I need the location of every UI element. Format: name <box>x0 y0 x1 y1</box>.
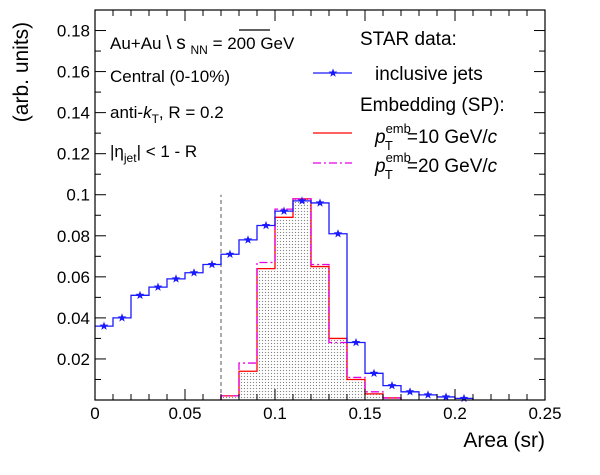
data-point-inclusive-jets <box>315 198 325 207</box>
frame-layer <box>94 9 546 401</box>
legend-label-inclusive-jets: inclusive jets <box>375 64 483 85</box>
plot-frame <box>94 9 546 401</box>
data-point-inclusive-jets <box>369 368 379 378</box>
y-tick-label: 0.04 <box>57 309 90 328</box>
data-point-inclusive-jets <box>423 390 433 399</box>
y-axis-title: (arb. units) <box>10 22 33 122</box>
y-tick-label: 0.1 <box>66 186 90 205</box>
data-point-inclusive-jets <box>279 206 289 215</box>
data-point-inclusive-jets <box>387 381 397 390</box>
x-tick-label: 0.2 <box>443 404 467 423</box>
series-line-pt20 <box>220 198 402 400</box>
x-axis-title: Area (sr) <box>463 429 545 452</box>
legend-header-embedding: Embedding (SP): <box>360 95 505 116</box>
data-point-inclusive-jets <box>99 321 109 330</box>
y-tick-label: 0.18 <box>57 22 90 41</box>
annotation-centrality: Central (0-10%) <box>110 67 230 86</box>
annotation-block: Au+Au \ s NN = 200 GeV Central (0-10%) a… <box>110 29 295 165</box>
data-point-inclusive-jets <box>405 387 415 396</box>
data-point-inclusive-jets <box>243 235 253 244</box>
data-point-inclusive-jets <box>441 392 451 401</box>
annotation-system-sub: NN <box>191 43 208 57</box>
data-point-inclusive-jets <box>459 393 469 403</box>
series-layer <box>95 198 474 400</box>
data-point-inclusive-jets <box>171 274 181 283</box>
y-tick-label: 0.02 <box>57 350 90 369</box>
legend-star-marker <box>328 68 338 77</box>
embedding-fill-layer <box>221 198 401 400</box>
data-point-inclusive-jets <box>135 290 145 300</box>
data-point-inclusive-jets <box>225 249 235 258</box>
y-tick-label: 0.14 <box>57 104 90 123</box>
data-point-inclusive-jets <box>153 282 163 291</box>
data-point-inclusive-jets <box>333 229 343 238</box>
data-point-inclusive-jets <box>207 259 217 269</box>
data-point-inclusive-jets <box>351 337 361 347</box>
y-tick-label: 0.16 <box>57 63 90 82</box>
data-point-inclusive-jets <box>261 220 271 230</box>
x-tick-label: 0.15 <box>348 404 381 423</box>
legend-label-pt10: pemb T =10 GeV/c <box>374 121 498 153</box>
annotation-system-s: s <box>176 33 186 54</box>
legend-header-star: STAR data: <box>360 29 457 50</box>
annotation-eta-cut: |ηjet| < 1 - R <box>110 142 197 165</box>
x-tick-label: 0 <box>90 404 99 423</box>
embedding-10-fill <box>221 198 401 400</box>
x-tick-label: 0.05 <box>168 404 201 423</box>
legend-label-pt20: pemb T =20 GeV/c <box>374 150 498 182</box>
x-tick-label: 0.25 <box>528 404 561 423</box>
annotation-algorithm: anti-kT, R = 0.2 <box>110 103 224 126</box>
legend-entry-inclusive-jets: inclusive jets <box>313 64 483 85</box>
y-tick-label: 0.08 <box>57 227 90 246</box>
x-tick-label: 0.1 <box>263 404 287 423</box>
legend: STAR data: inclusive jets Embedding (SP)… <box>313 29 505 182</box>
data-point-inclusive-jets <box>297 196 307 205</box>
y-tick-label: 0.12 <box>57 145 90 164</box>
annotation-system: Au+Au \ s NN = 200 GeV <box>110 33 295 58</box>
data-point-inclusive-jets <box>117 313 127 322</box>
legend-entry-pt20: pemb T =20 GeV/c <box>313 150 498 182</box>
marker-layer <box>99 196 469 403</box>
data-point-inclusive-jets <box>189 268 199 277</box>
tick-layer: 0 0.05 0.1 0.15 0.2 0.25 0.02 0.04 0.06 0.08 0.1 0.… <box>57 9 562 423</box>
y-tick-label: 0.06 <box>57 268 90 287</box>
series-line-inclusive-jets <box>95 200 474 400</box>
legend-entry-pt10: pemb T =10 GeV/c <box>313 121 498 153</box>
